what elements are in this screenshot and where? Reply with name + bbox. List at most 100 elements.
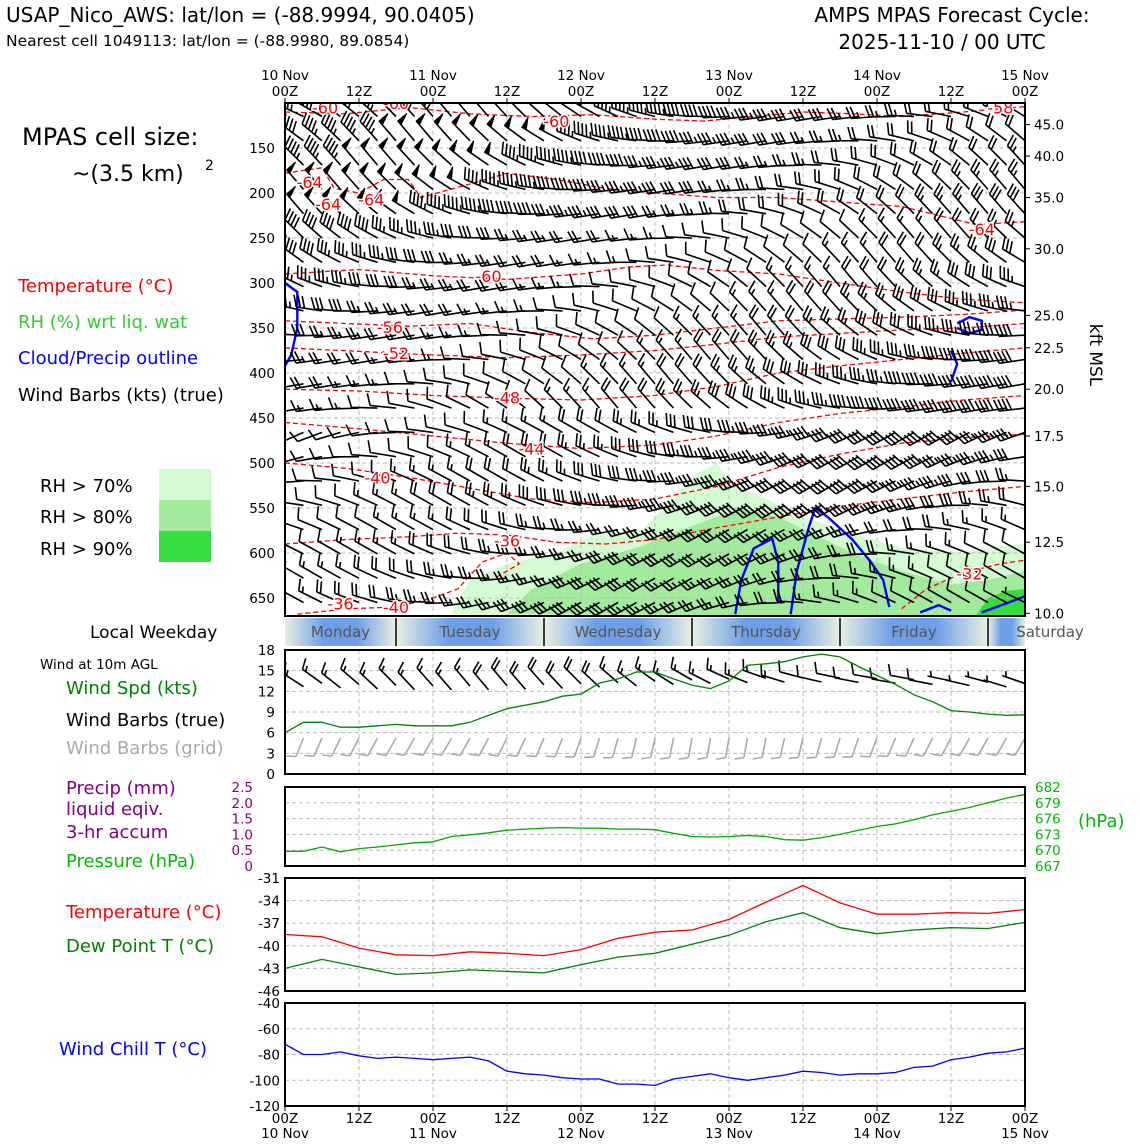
upper-air-wind-barb: [501, 359, 526, 385]
upper-air-wind-barb: [562, 377, 582, 409]
wind-barb-grid: [659, 737, 675, 760]
upper-air-wind-barb: [819, 306, 841, 336]
pressure-tick-label: 670: [1035, 843, 1061, 859]
upper-air-wind-barb: [949, 232, 971, 263]
upper-air-wind-barb: [961, 290, 989, 312]
upper-air-wind-barb: [714, 475, 748, 491]
upper-air-wind-barb: [539, 431, 563, 458]
temperature-contour-label: -64: [969, 220, 995, 239]
upper-air-wind-barb: [667, 263, 693, 288]
upper-air-wind-barb: [696, 577, 730, 590]
upper-air-wind-barb: [911, 160, 934, 191]
temperature-contour-label: -40: [383, 598, 409, 617]
upper-air-wind-barb: [855, 185, 878, 215]
upper-air-wind-barb: [477, 538, 508, 555]
upper-air-wind-barb: [354, 212, 378, 239]
upper-air-wind-barb-pennant: [376, 162, 386, 176]
upper-air-wind-barb: [512, 202, 545, 216]
upper-air-wind-barb-pennant: [453, 89, 462, 100]
temperature-contour-label: -56: [377, 318, 403, 337]
upper-air-wind-barb-pennant: [285, 185, 296, 199]
upper-air-wind-barb: [789, 131, 822, 145]
main-plot-area: -60 -60 -60 -58 -64 -64 -64 -64 -60 -56 -52 -48 -44 -…: [285, 89, 1025, 617]
upper-air-wind-barb: [335, 553, 360, 579]
upper-air-wind-barb: [539, 407, 563, 434]
upper-air-wind-barb: [929, 258, 952, 288]
upper-air-wind-barb: [988, 182, 1008, 215]
wind-barb-grid: [286, 737, 305, 758]
rh-swatch-90: [159, 531, 211, 562]
upper-air-wind-barb: [955, 374, 989, 389]
upper-air-wind-barb: [905, 535, 933, 555]
temperature-contour-label: -60: [383, 94, 409, 113]
upper-air-wind-barb: [780, 212, 804, 239]
upper-air-wind-barb: [763, 234, 785, 263]
pressure-tick-label: 200: [249, 186, 275, 202]
upper-air-wind-barb: [819, 209, 841, 239]
upper-air-wind-barb: [918, 454, 952, 469]
upper-air-wind-barb: [833, 167, 859, 191]
upper-air-wind-barb: [698, 201, 730, 215]
upper-air-wind-barb: [822, 255, 841, 288]
upper-air-wind-barb: [405, 559, 434, 579]
temp-tick-label: -43: [258, 961, 280, 977]
upper-air-wind-barb: [501, 456, 526, 482]
wind-barb-grid: [322, 737, 342, 757]
panel-frame: [284, 877, 1026, 992]
upper-air-wind-barb: [841, 255, 860, 288]
panel-frame: [284, 649, 1026, 775]
upper-air-wind-barb: [679, 104, 711, 118]
upper-air-wind-barb: [952, 182, 971, 215]
upper-air-wind-barb: [928, 138, 952, 166]
upper-air-wind-barb: [303, 134, 323, 166]
upper-air-wind-barb: [1001, 586, 1025, 604]
upper-air-wind-barb: [403, 416, 434, 434]
wind-barb-grid: [432, 737, 453, 757]
upper-air-wind-barb: [733, 107, 767, 121]
upper-air-wind-barb: [382, 302, 415, 316]
weekday-cell: [840, 618, 988, 646]
chill-tick-label: -80: [258, 1048, 280, 1064]
pressure-tick-label: 450: [249, 411, 275, 427]
pressure-tick-label: 673: [1035, 827, 1061, 843]
upper-air-wind-barb: [402, 248, 434, 264]
upper-air-wind-barb: [439, 103, 453, 118]
panel-frame: [284, 786, 1026, 867]
upper-air-wind-barb: [520, 407, 545, 434]
temperature-contour-label: -60: [543, 112, 569, 131]
bottom-day-label: 12 Nov: [557, 1126, 605, 1140]
upper-air-wind-barb: [512, 543, 545, 557]
upper-air-wind-barb: [498, 171, 526, 191]
upper-air-wind-barb: [808, 130, 841, 143]
upper-air-wind-barb-pennant: [339, 187, 349, 201]
upper-air-wind-barb: [907, 555, 933, 579]
upper-air-wind-barb: [864, 105, 896, 118]
upper-air-wind-barb: [347, 442, 378, 458]
upper-air-wind-barb: [751, 552, 785, 565]
upper-air-wind-barb: [1006, 183, 1025, 215]
precip-legend-3: 3-hr accum: [66, 822, 168, 843]
kft-tick-label: 15.0: [1034, 479, 1064, 495]
upper-air-wind-barb: [958, 490, 989, 507]
upper-air-wind-barb: [693, 328, 712, 361]
upper-air-wind-barb: [711, 328, 730, 361]
upper-air-wind-barb: [955, 451, 989, 466]
upper-air-wind-barb: [782, 233, 804, 263]
wind-barb-true: [983, 675, 1007, 688]
upper-air-wind-barb: [419, 303, 452, 317]
upper-air-wind-barb: [495, 541, 526, 555]
wind-barb-grid: [878, 737, 897, 758]
upper-air-wind-barb-pennant: [471, 89, 480, 101]
wind-barb-grid: [641, 737, 656, 760]
upper-air-wind-barb: [640, 497, 674, 513]
upper-air-wind-barb: [958, 320, 989, 336]
upper-air-wind-barb: [346, 300, 378, 314]
wind-barb-true: [359, 661, 379, 690]
upper-air-wind-barb: [463, 507, 489, 531]
legend-rh: RH (%) wrt liq. wat: [18, 312, 187, 333]
upper-air-wind-barb: [963, 530, 989, 555]
upper-air-wind-barb: [894, 183, 915, 215]
windchill-legend: Wind Chill T (°C): [59, 1039, 207, 1060]
upper-air-wind-barb: [811, 391, 841, 409]
